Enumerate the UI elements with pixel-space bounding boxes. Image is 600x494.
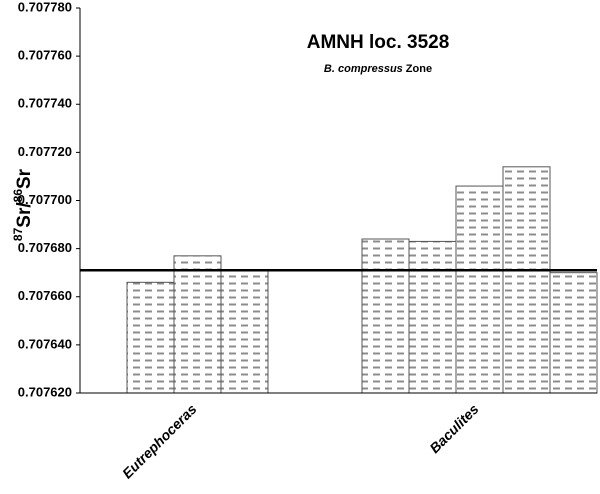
bar bbox=[502, 166, 551, 394]
y-tick-label: 0.707700 bbox=[18, 192, 72, 207]
bar bbox=[173, 255, 222, 394]
y-tick-label: 0.707740 bbox=[18, 96, 72, 111]
subtitle-zone: Zone bbox=[406, 63, 432, 75]
bar bbox=[549, 272, 598, 394]
chart-title: AMNH loc. 3528 bbox=[307, 32, 450, 53]
bar bbox=[455, 185, 504, 394]
y-tick-label: 0.707620 bbox=[18, 384, 72, 399]
y-tick-label: 0.707640 bbox=[18, 336, 72, 351]
x-tick-label: Eutrephoceras bbox=[119, 401, 200, 482]
y-tick-label: 0.707660 bbox=[18, 288, 72, 303]
bar bbox=[408, 240, 457, 394]
y-label-part: Sr bbox=[14, 168, 35, 189]
y-label-part: 86 bbox=[11, 189, 25, 203]
y-tick-label: 0.707760 bbox=[18, 48, 72, 63]
y-label-part: Sr/ bbox=[14, 202, 35, 228]
y-axis-label: 87Sr/86Sr bbox=[11, 168, 35, 241]
bar bbox=[126, 281, 175, 394]
bar bbox=[361, 238, 410, 394]
y-tick-label: 0.707780 bbox=[18, 0, 72, 14]
chart-subtitle: B. compressus Zone bbox=[324, 63, 432, 75]
bar bbox=[220, 269, 269, 394]
subtitle-taxon: B. compressus bbox=[324, 63, 403, 75]
y-tick-label: 0.707680 bbox=[18, 240, 72, 255]
y-label-part: 87 bbox=[11, 227, 25, 241]
y-tick-label: 0.707720 bbox=[18, 144, 72, 159]
x-tick-label: Baculites bbox=[426, 401, 481, 456]
